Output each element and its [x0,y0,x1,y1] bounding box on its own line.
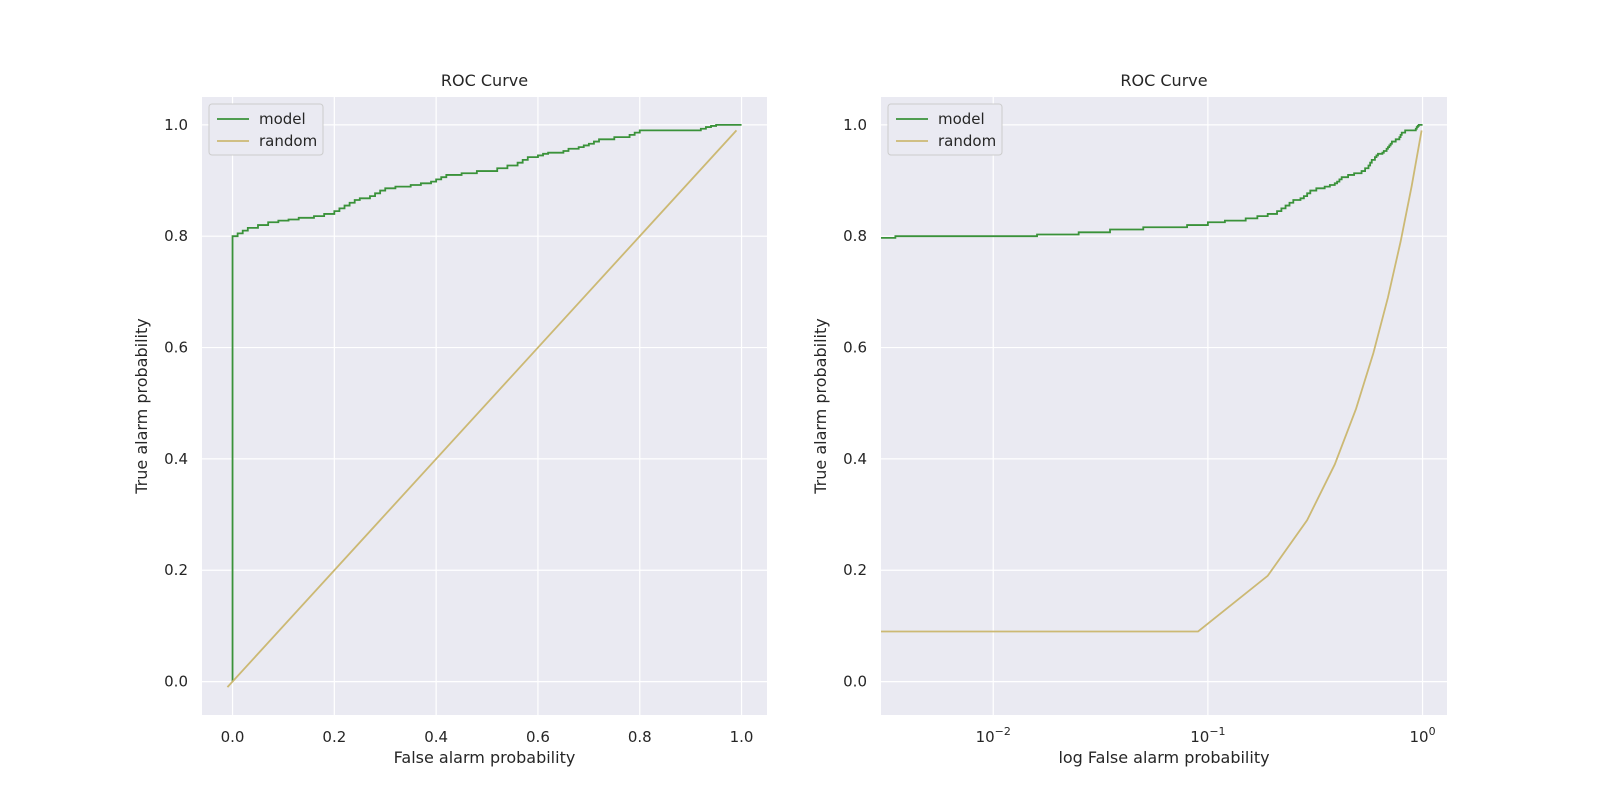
x-axis-label: False alarm probability [394,748,576,767]
y-tick-label: 0.8 [843,227,867,245]
legend-box [208,103,324,156]
legend-label-model: model [259,110,306,128]
legend: model random [208,103,324,156]
legend: model random [887,103,1003,156]
y-tick-label: 0.0 [164,673,188,691]
y-tick-label: 0.6 [843,339,867,357]
series-line-model [231,123,742,682]
y-tick-label: 0.2 [843,561,867,579]
series-line-model [881,123,1423,239]
chart-title: ROC Curve [441,71,528,90]
series-line-random [226,129,738,688]
legend-label-random: random [259,132,317,150]
x-tick-label: 100 [1409,725,1435,746]
x-tick-label: 0.6 [526,728,550,746]
legend-label-model: model [938,110,985,128]
y-tick-label: 0.4 [843,450,867,468]
roc-panel-2: 0.0 0.2 0.4 0.6 0.8 1.0 10−2 10−1 100 ROC Curve lo… [811,71,1447,767]
y-tick-label: 1.0 [164,116,188,134]
roc-panel-1: 0.0 0.2 0.4 0.6 0.8 1.0 0.0 0.2 0.4 0.6 0.8 1.0 ROC … [132,71,767,767]
y-tick-label: 0.6 [164,339,188,357]
legend-label-random: random [938,132,996,150]
legend-box [887,103,1003,156]
plot-area [881,97,1447,715]
y-axis-label: True alarm probability [132,318,151,494]
x-axis-label: log False alarm probability [1058,748,1269,767]
x-tick-label: 1.0 [730,728,754,746]
y-axis-label: True alarm probability [811,318,830,494]
y-tick-label: 1.0 [843,116,867,134]
series-line-random [881,130,1423,633]
x-tick-label: 10−1 [1190,725,1225,746]
chart-title: ROC Curve [1120,71,1207,90]
y-tick-label: 0.8 [164,227,188,245]
x-tick-label: 0.4 [424,728,448,746]
x-tick-label: 0.0 [221,728,245,746]
x-tick-label: 0.8 [628,728,652,746]
y-tick-label: 0.4 [164,450,188,468]
x-tick-label: 10−2 [976,725,1011,746]
x-tick-label: 0.2 [322,728,346,746]
y-tick-label: 0.0 [843,673,867,691]
y-tick-label: 0.2 [164,561,188,579]
